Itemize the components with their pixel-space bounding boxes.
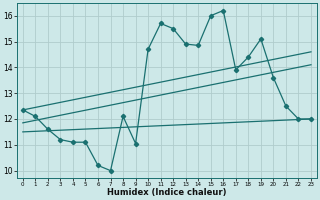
X-axis label: Humidex (Indice chaleur): Humidex (Indice chaleur)	[107, 188, 227, 197]
